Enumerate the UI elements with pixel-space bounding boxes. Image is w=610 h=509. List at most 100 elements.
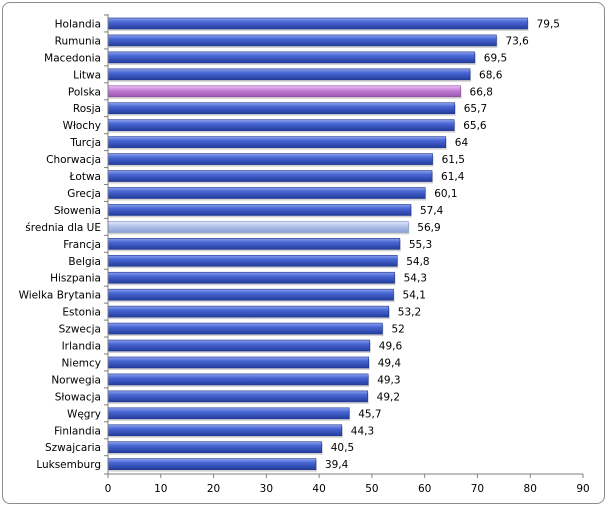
bar: [107, 238, 401, 250]
bar: [107, 441, 323, 454]
value-label: 40,5: [331, 442, 354, 454]
bar-group: Finlandia 44,3: [54, 424, 374, 438]
bar: [107, 187, 426, 199]
bar-group: Niemcy 49,4: [62, 356, 402, 370]
category-label: Niemcy: [62, 357, 101, 369]
value-label: 69,5: [484, 52, 507, 64]
category-label: Słowenia: [54, 205, 101, 217]
value-label: 79,5: [537, 18, 560, 30]
bar: [107, 153, 433, 165]
category-label: Belgia: [68, 256, 101, 268]
category-label: Luksemburg: [36, 459, 101, 471]
category-label: średnia dla UE: [25, 222, 101, 234]
bar: [107, 390, 368, 403]
category-label: Turcja: [69, 137, 101, 149]
bar-group: Norwegia 49,3: [51, 373, 401, 387]
value-label: 39,4: [325, 459, 349, 471]
value-label: 68,6: [479, 69, 503, 81]
bar: [107, 68, 471, 81]
category-label: Hiszpania: [50, 273, 101, 285]
bar-group: Węgry 45,7: [67, 407, 382, 421]
bar-group: Hiszpania 54,3: [50, 271, 427, 286]
bar-group: Turcja 64: [69, 136, 469, 150]
x-tick-label: 0: [105, 483, 112, 495]
bar-group: Irlandia 49,6: [62, 339, 403, 354]
bar-group: Łotwa 61,4: [69, 170, 465, 184]
value-label: 66,8: [470, 86, 493, 98]
bar-group: Belgia 54,8: [68, 254, 430, 269]
x-tick-label: 50: [365, 483, 378, 495]
bar-group: Grecja 60,1: [67, 187, 458, 201]
bar-group: Rumunia 73,6: [55, 34, 529, 48]
category-label: Macedonia: [44, 52, 101, 64]
bar-group: Holandia 79,5: [55, 17, 560, 31]
value-label: 60,1: [434, 188, 457, 200]
bar: [107, 102, 456, 115]
bar: [107, 85, 461, 98]
bar-group: Estonia 53,2: [62, 305, 421, 320]
value-label: 49,4: [378, 357, 402, 369]
x-tick-label: 20: [207, 483, 220, 495]
value-label: 49,6: [379, 341, 403, 353]
category-label: Polska: [68, 86, 101, 98]
category-label: Włochy: [63, 120, 101, 132]
bar: [107, 254, 398, 267]
bar: [107, 288, 394, 301]
x-tick-label: 80: [524, 483, 537, 495]
value-label: 49,2: [377, 391, 400, 403]
bar-group: Wielka Brytania 54,1: [19, 288, 426, 303]
bar: [107, 51, 476, 64]
bar-group: Szwecja 52: [59, 322, 405, 337]
value-label: 52: [391, 324, 404, 336]
category-label: Finlandia: [54, 425, 101, 437]
bar: [107, 271, 395, 284]
category-label: Holandia: [55, 18, 101, 30]
bar-group: Polska 66,8: [68, 85, 493, 99]
category-label: Norwegia: [51, 374, 101, 386]
bar: [107, 407, 350, 420]
bar: [107, 119, 455, 131]
category-label: Szwecja: [59, 324, 101, 336]
value-label: 56,9: [417, 222, 440, 234]
category-label: Szwajcaria: [45, 442, 101, 454]
category-label: Rumunia: [55, 35, 101, 47]
bar: [107, 170, 433, 182]
category-label: Chorwacja: [46, 154, 101, 166]
bar: [107, 424, 343, 437]
bar-group: Szwajcaria 40,5: [45, 441, 354, 455]
category-label: Grecja: [67, 188, 101, 200]
bar-group: Słowenia 57,4: [54, 204, 444, 218]
bar-group: Słowacja 49,2: [55, 390, 400, 404]
bar: [107, 373, 369, 386]
value-label: 54,3: [404, 273, 427, 285]
x-tick-label: 30: [260, 483, 273, 495]
bar-group: Luksemburg 39,4: [36, 458, 349, 472]
bar: [107, 322, 383, 335]
value-label: 64: [455, 137, 469, 149]
x-tick-label: 40: [312, 483, 325, 495]
x-tick-label: 90: [576, 483, 589, 495]
bar: [107, 204, 412, 216]
bar-group: Chorwacja 61,5: [46, 153, 465, 167]
bar: [107, 339, 371, 352]
bar-group: Litwa 68,6: [73, 68, 503, 82]
category-label: Francja: [63, 239, 101, 251]
bar-group: Włochy 65,6: [63, 119, 487, 133]
value-label: 44,3: [351, 425, 374, 437]
value-label: 73,6: [505, 35, 529, 47]
bar-group: średnia dla UE 56,9: [25, 221, 441, 235]
bar: [107, 221, 409, 233]
x-tick-label: 10: [154, 483, 167, 495]
category-label: Rosja: [73, 103, 101, 115]
x-tick-label: 60: [418, 483, 431, 495]
value-label: 49,3: [377, 374, 400, 386]
value-label: 54,1: [403, 290, 426, 302]
bar-group: Francja 55,3: [63, 238, 432, 252]
category-label: Słowacja: [55, 391, 101, 403]
bar-group: Macedonia 69,5: [44, 51, 507, 65]
category-label: Łotwa: [69, 171, 101, 183]
category-label: Wielka Brytania: [19, 290, 101, 302]
bar: [107, 136, 447, 148]
category-label: Estonia: [62, 307, 101, 319]
